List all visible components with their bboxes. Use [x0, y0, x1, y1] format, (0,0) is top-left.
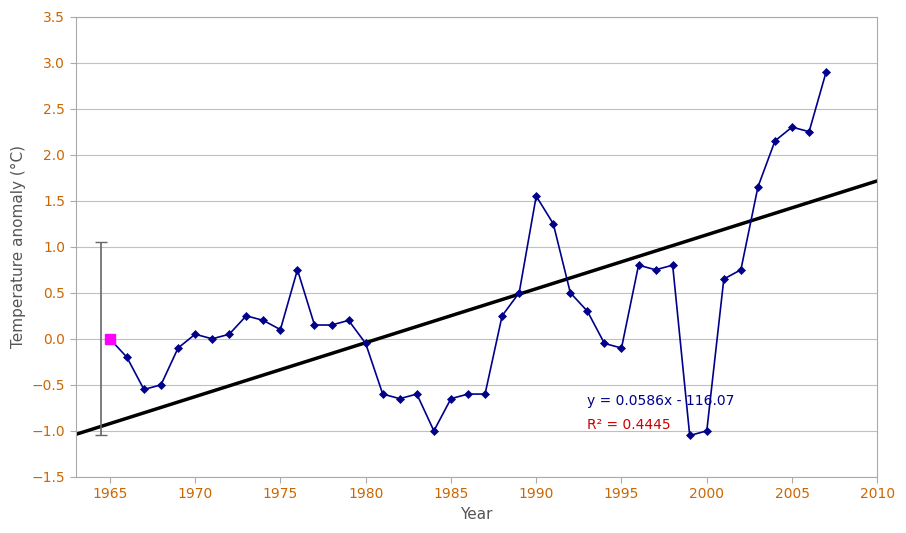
Y-axis label: Temperature anomaly (°C): Temperature anomaly (°C)	[11, 146, 26, 348]
Text: R² = 0.4445: R² = 0.4445	[587, 418, 671, 432]
Text: y = 0.0586x - 116.07: y = 0.0586x - 116.07	[587, 394, 735, 408]
X-axis label: Year: Year	[460, 507, 493, 522]
